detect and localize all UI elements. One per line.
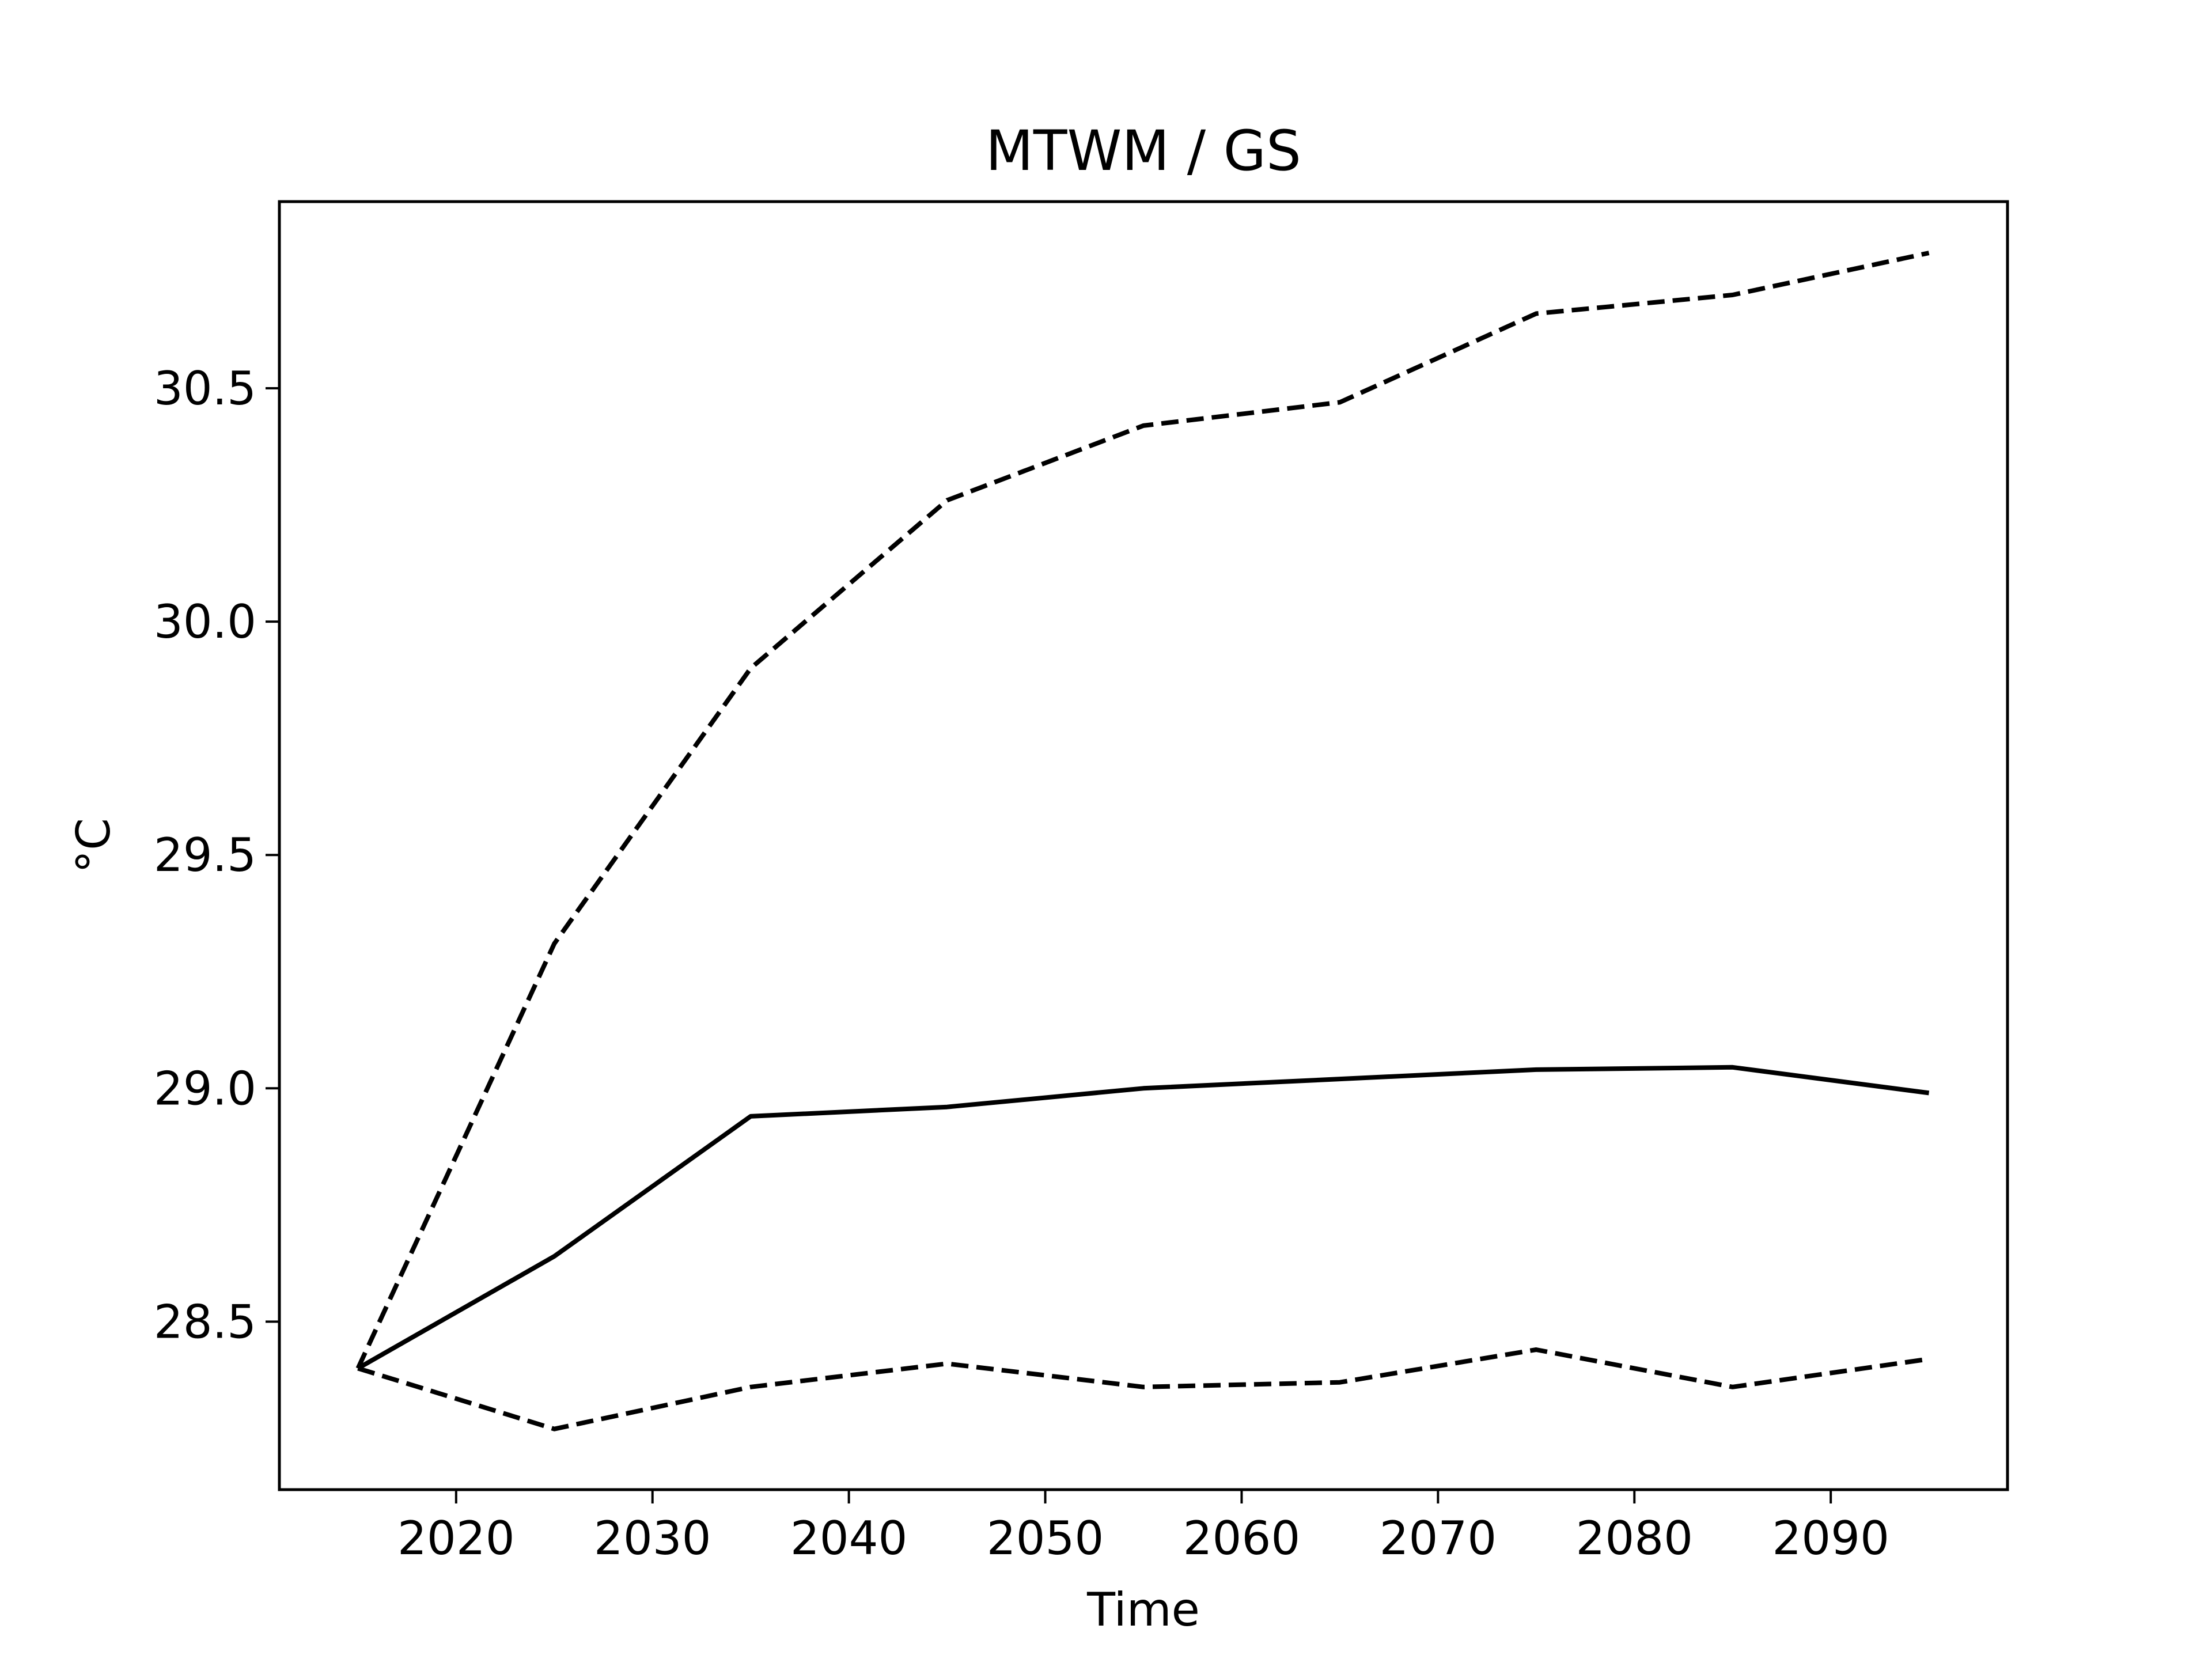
y-tick-label: 30.0 — [154, 595, 256, 649]
x-tick-label: 2070 — [1380, 1512, 1497, 1565]
plot-frame — [278, 200, 2009, 1491]
x-tick-label: 2030 — [594, 1512, 711, 1565]
y-tick-label: 30.5 — [154, 362, 256, 415]
x-tick-label: 2080 — [1575, 1512, 1693, 1565]
x-tick-label: 2050 — [987, 1512, 1104, 1565]
x-axis: 2020 2030 2040 2050 2060 2070 2080 2090 — [397, 1490, 1889, 1565]
y-axis: 28.5 29.0 29.5 30.0 30.5 — [154, 362, 279, 1349]
y-tick-label: 28.5 — [154, 1295, 256, 1349]
series-line-3-dashed — [357, 1347, 1930, 1431]
x-axis-label: Time — [1086, 1583, 1200, 1637]
y-axis-label: °C — [67, 818, 120, 873]
plot-area — [355, 251, 1930, 1431]
y-tick-label: 29.0 — [154, 1062, 256, 1115]
series-line-1-dashed — [355, 251, 1930, 1370]
x-tick-label: 2040 — [790, 1512, 908, 1565]
x-tick-label: 2060 — [1183, 1512, 1301, 1565]
series-line-2-solid — [357, 1065, 1930, 1370]
chart-title: MTWM / GS — [986, 119, 1301, 183]
x-tick-label: 2020 — [397, 1512, 515, 1565]
x-tick-label: 2090 — [1772, 1512, 1889, 1565]
y-tick-label: 29.5 — [154, 828, 256, 882]
